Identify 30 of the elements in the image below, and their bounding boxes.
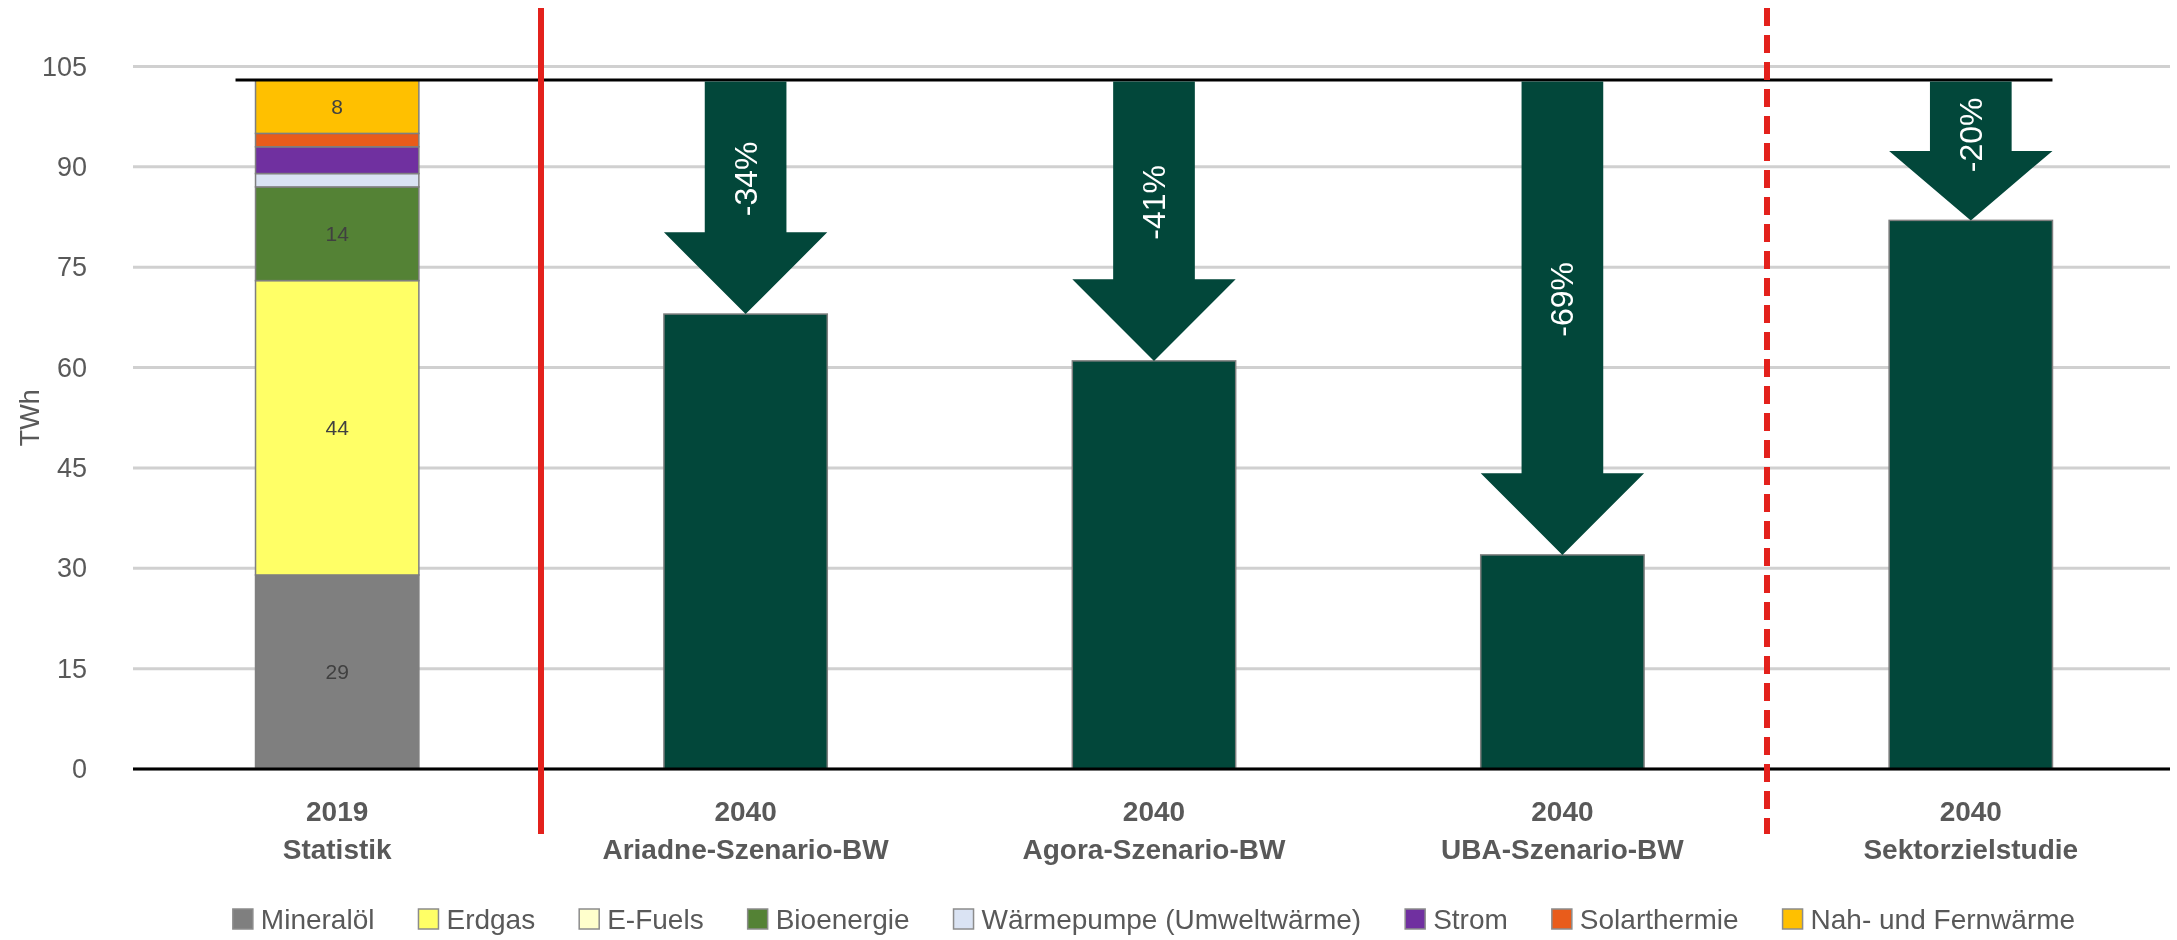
legend-label: Bioenergie	[775, 903, 910, 935]
y-tick-label: 60	[56, 352, 87, 383]
annotation: -41%	[1136, 164, 1172, 240]
x-tick-label: 2040 Sektorzielstudie	[1863, 796, 2079, 865]
legend-label: Strom	[1433, 903, 1508, 935]
x-tick-label: 2040 UBA-Szenario-BW	[1441, 796, 1685, 865]
data-label: 44	[325, 416, 350, 440]
data-label: 14	[325, 222, 350, 246]
y-tick-label: 75	[56, 252, 87, 283]
y-tick-label: 105	[41, 51, 87, 82]
legend-label: E-Fuels	[607, 903, 704, 935]
y-tick-label: 45	[56, 452, 87, 483]
annotation: -69%	[1544, 262, 1581, 337]
legend-label: Mineralöl	[260, 903, 375, 935]
annotation: -34%	[727, 141, 764, 217]
x-tick-label: 2040 Ariadne-Szenario-BW	[602, 796, 890, 865]
y-tick-label: 15	[56, 653, 87, 684]
x-tick-label: 2040 Agora-Szenario-BW	[1022, 796, 1287, 865]
y-axis-title: TWh	[15, 389, 45, 447]
data-label: 29	[325, 660, 349, 684]
legend-label: Solarthermie	[1579, 903, 1739, 935]
y-tick-label: 0	[71, 754, 87, 784]
data-label: 8	[331, 95, 344, 119]
legend-label: Erdgas	[446, 903, 536, 935]
y-tick-label: 90	[56, 151, 87, 182]
legend-label: Nah- und Fernwärme	[1810, 903, 2076, 935]
legend-label: Wärmepumpe (Umweltwärme)	[981, 903, 1362, 935]
annotation: -20%	[1952, 97, 1989, 173]
x-tick-label: 2019 Statistik	[282, 796, 393, 865]
y-tick-label: 30	[56, 553, 87, 584]
